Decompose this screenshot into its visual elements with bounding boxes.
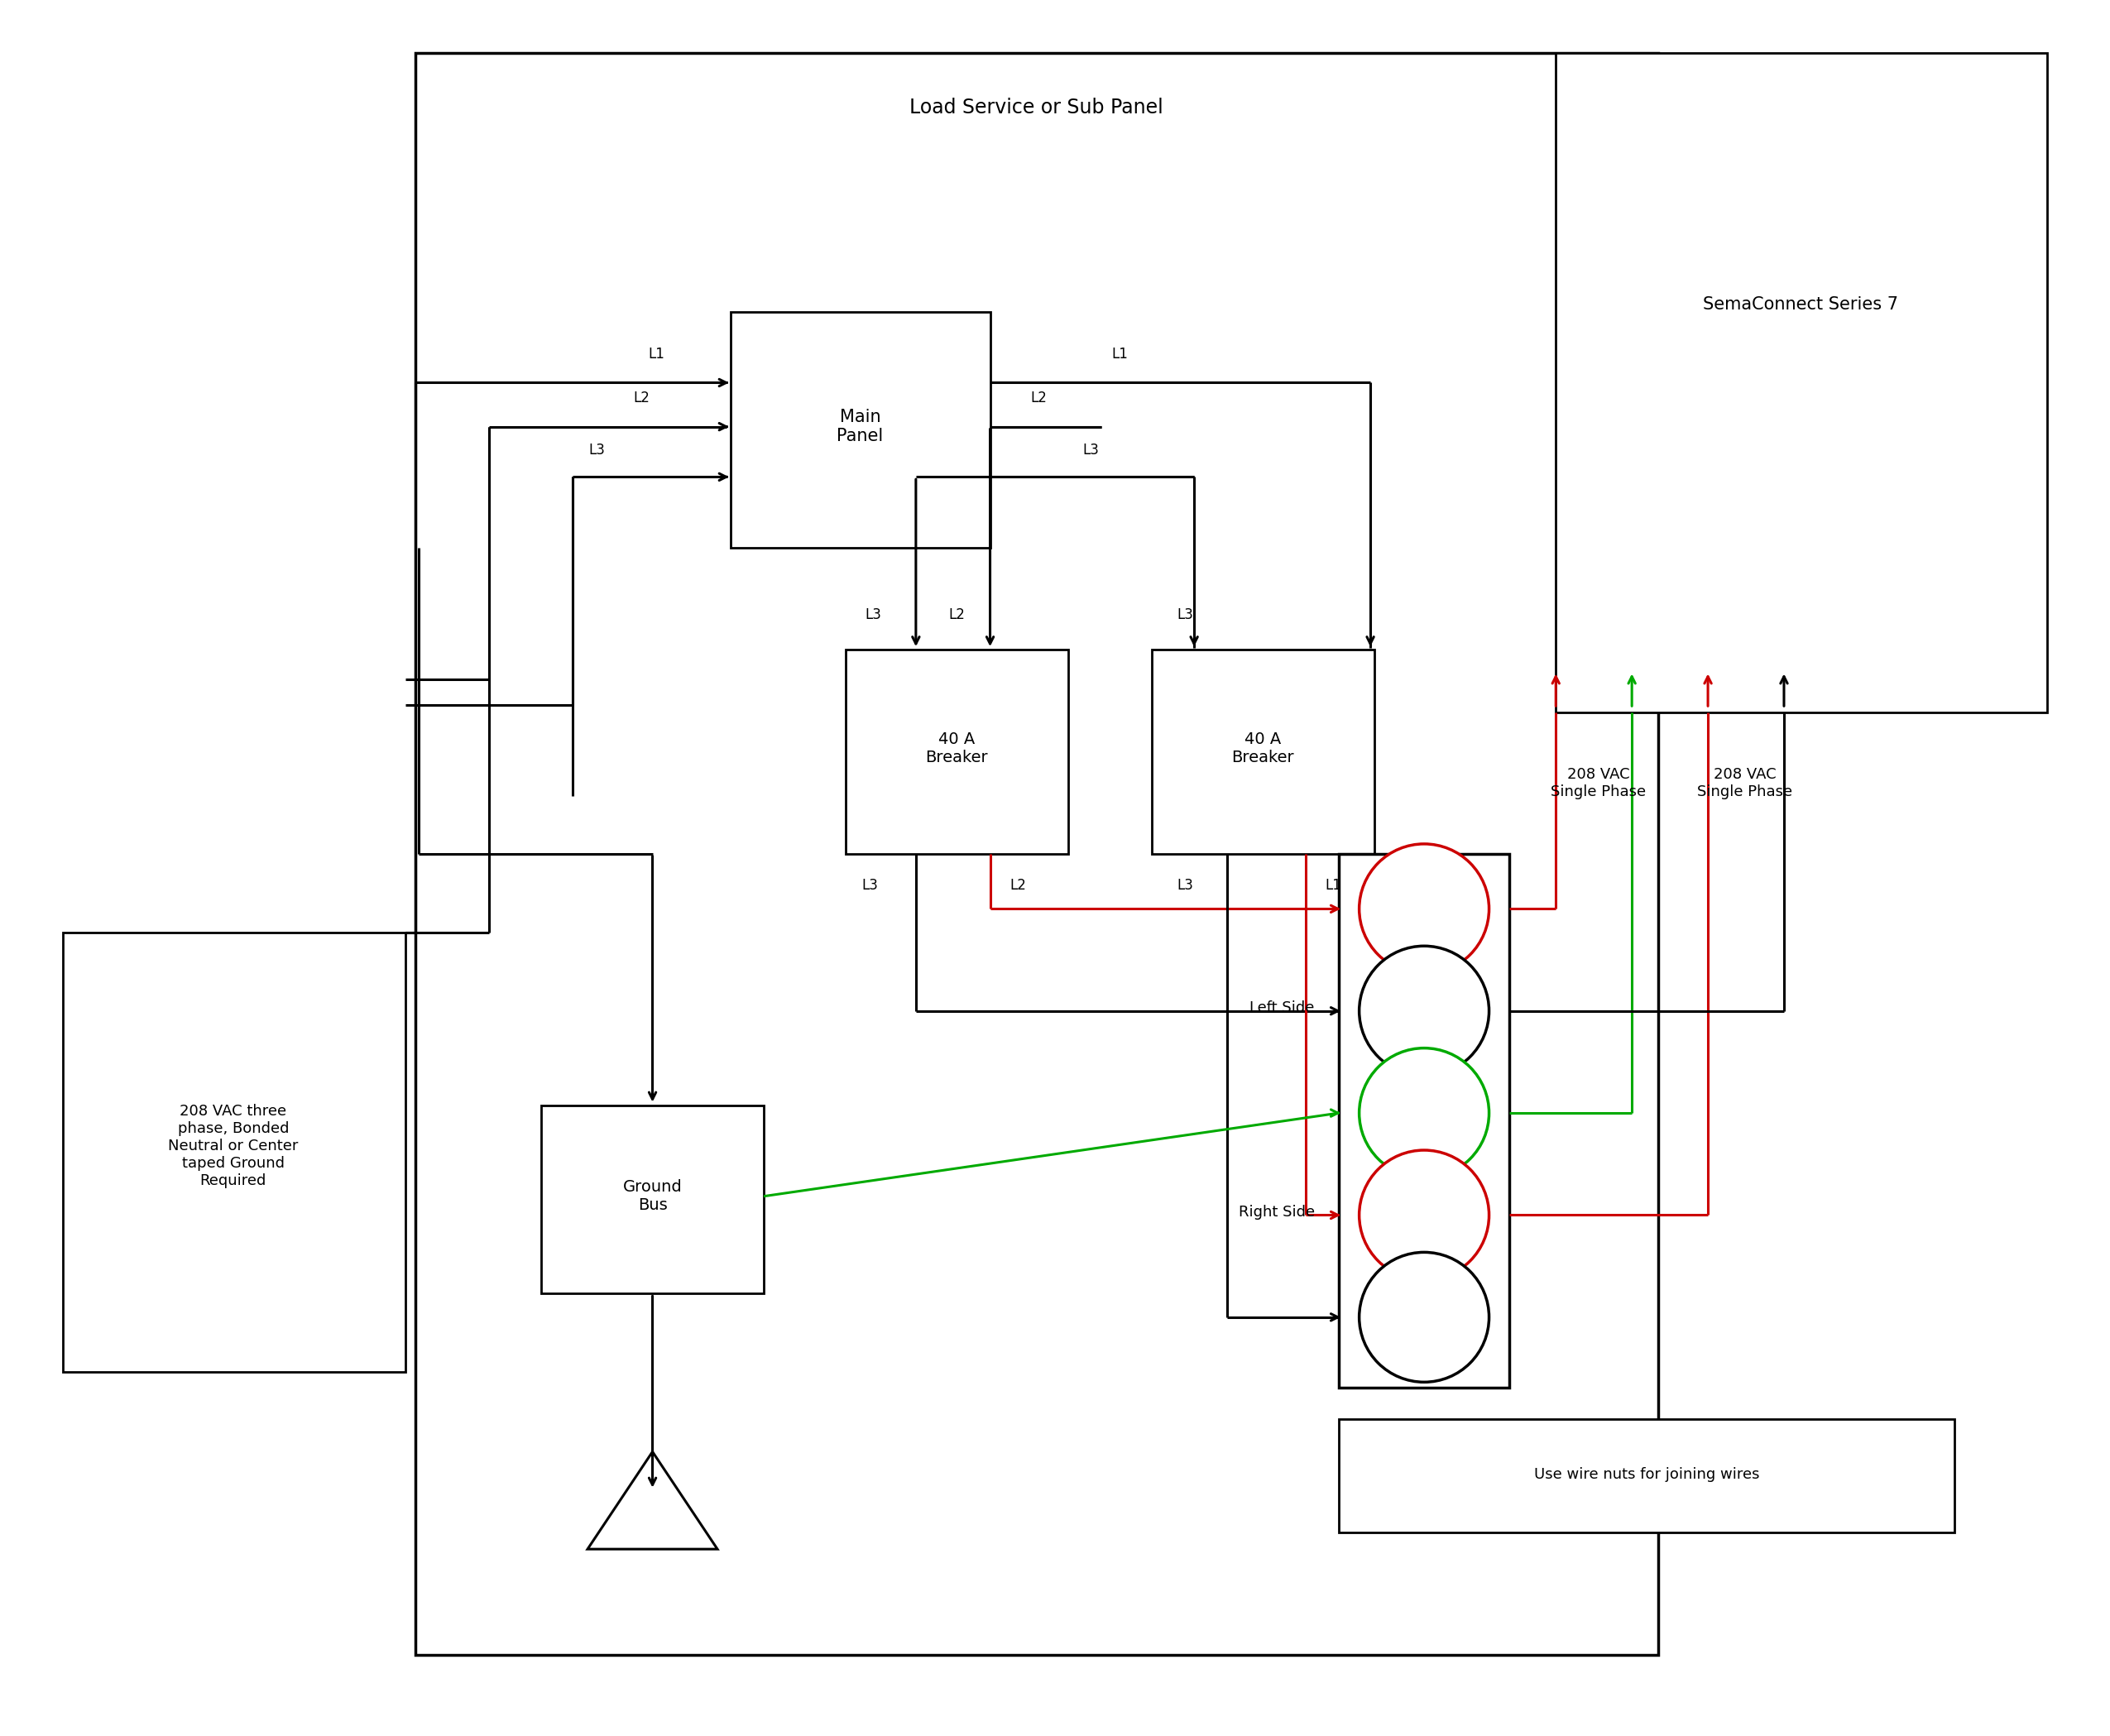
Circle shape: [1359, 1049, 1490, 1179]
Text: L3: L3: [861, 878, 878, 892]
Bar: [1340, 1420, 1954, 1533]
Text: L2: L2: [1030, 391, 1047, 406]
Text: 208 VAC
Single Phase: 208 VAC Single Phase: [1551, 767, 1646, 799]
Bar: [416, 52, 1658, 1654]
Text: L3: L3: [1177, 608, 1192, 623]
Text: L2: L2: [633, 391, 650, 406]
Text: Ground
Bus: Ground Bus: [622, 1179, 682, 1213]
Text: L3: L3: [1082, 443, 1099, 458]
Text: Load Service or Sub Panel: Load Service or Sub Panel: [909, 97, 1163, 118]
Bar: [540, 1106, 764, 1293]
Circle shape: [1359, 844, 1490, 974]
Text: Right Side: Right Side: [1239, 1205, 1315, 1219]
Bar: [846, 649, 1068, 854]
Bar: [1340, 854, 1509, 1387]
Bar: [1555, 52, 2047, 712]
Bar: [730, 312, 990, 547]
Text: 40 A
Breaker: 40 A Breaker: [1232, 731, 1293, 766]
Circle shape: [1359, 1151, 1490, 1279]
Text: L2: L2: [949, 608, 964, 623]
Text: L3: L3: [865, 608, 882, 623]
Circle shape: [1359, 1252, 1490, 1382]
Text: L1: L1: [648, 347, 665, 361]
Text: 40 A
Breaker: 40 A Breaker: [926, 731, 987, 766]
Circle shape: [1359, 946, 1490, 1076]
Text: L1: L1: [1112, 347, 1129, 361]
Text: 208 VAC
Single Phase: 208 VAC Single Phase: [1696, 767, 1793, 799]
Text: Left Side: Left Side: [1249, 1000, 1315, 1016]
Text: L3: L3: [589, 443, 606, 458]
Bar: [63, 932, 405, 1371]
Text: L2: L2: [1011, 878, 1025, 892]
Text: Use wire nuts for joining wires: Use wire nuts for joining wires: [1534, 1467, 1760, 1483]
Text: 208 VAC three
phase, Bonded
Neutral or Center
taped Ground
Required: 208 VAC three phase, Bonded Neutral or C…: [169, 1104, 298, 1187]
Bar: [1152, 649, 1374, 854]
Text: L3: L3: [1177, 878, 1192, 892]
Text: SemaConnect Series 7: SemaConnect Series 7: [1703, 295, 1899, 312]
Text: L1: L1: [1325, 878, 1342, 892]
Text: Main
Panel: Main Panel: [838, 408, 884, 444]
